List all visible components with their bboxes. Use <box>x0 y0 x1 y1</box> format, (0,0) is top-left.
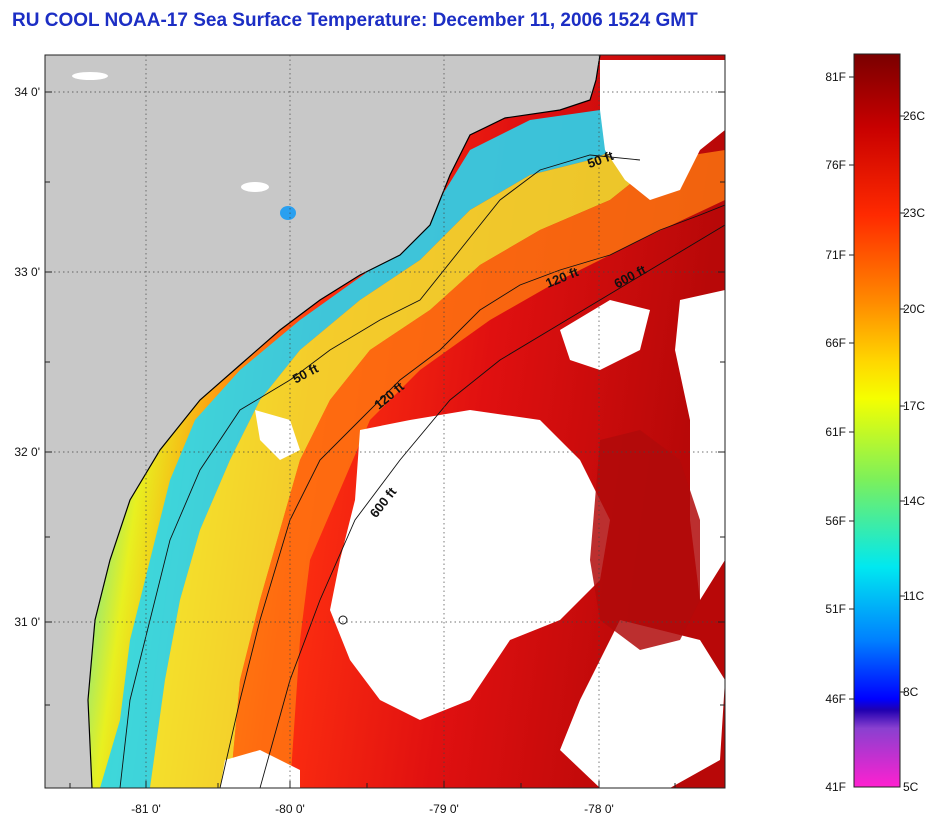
colorbar-f-71: 71F <box>825 248 846 262</box>
station-marker <box>338 615 348 625</box>
colorbar-f-41: 41F <box>825 780 846 794</box>
colorbar-f-46: 46F <box>825 692 846 706</box>
lon-label-80: -80 0' <box>275 802 305 816</box>
inland-lake-3 <box>72 72 108 80</box>
colorbar-c-8: 8C <box>903 685 919 699</box>
colorbar-c-26: 26C <box>903 109 926 123</box>
gulf-stream-core <box>590 430 700 650</box>
cloud-patch-north <box>600 60 725 200</box>
contour-50ft <box>119 154 641 788</box>
contour-600ft <box>259 224 725 788</box>
lon-label-78: -78 0' <box>584 802 614 816</box>
cloud-patch-south <box>560 620 725 788</box>
cold-nearshore-band <box>100 100 640 788</box>
colorbar-f-66: 66F <box>825 336 846 350</box>
colorbar-c-17: 17C <box>903 399 926 413</box>
colorbar-c-23: 23C <box>903 206 926 220</box>
lon-label-79: -79 0' <box>429 802 459 816</box>
cloud-patch-east <box>675 290 725 600</box>
colorbar-f-76: 76F <box>825 158 846 172</box>
colorbar-ticks <box>849 76 905 700</box>
cloud-patch-main <box>330 410 610 720</box>
axis-ticks <box>45 91 725 788</box>
colorbar-f-61: 61F <box>825 425 846 439</box>
graticule <box>45 55 725 788</box>
coastline <box>87 55 601 788</box>
lat-label-34: 34 0' <box>14 85 40 99</box>
contour-120ft <box>219 204 725 788</box>
lon-label-81: -81 0' <box>131 802 161 816</box>
colorbar-c-11: 11C <box>903 589 925 603</box>
lat-label-32: 32 0' <box>14 445 40 459</box>
map-title: RU COOL NOAA-17 Sea Surface Temperature:… <box>12 10 698 31</box>
inland-lake-2 <box>241 182 269 192</box>
cloud-patch-mid <box>560 300 650 370</box>
colorbar-f-56: 56F <box>825 514 846 528</box>
colorbar-c-20: 20C <box>903 302 926 316</box>
inland-lake-1 <box>280 206 296 220</box>
colorbar <box>853 53 901 788</box>
orange-band <box>230 150 725 788</box>
cloud-patch-southwest <box>220 750 300 788</box>
map-frame <box>44 54 726 789</box>
land-area <box>45 55 600 788</box>
lat-label-33: 33 0' <box>14 265 40 279</box>
colorbar-f-51: 51F <box>825 602 846 616</box>
lat-label-31: 31 0' <box>14 615 40 629</box>
transition-band <box>150 140 660 788</box>
colorbar-c-5: 5C <box>903 780 919 794</box>
colorbar-f-81: 81F <box>825 70 846 84</box>
colorbar-c-14: 14C <box>903 494 926 508</box>
cloud-patch-coast <box>255 410 300 460</box>
